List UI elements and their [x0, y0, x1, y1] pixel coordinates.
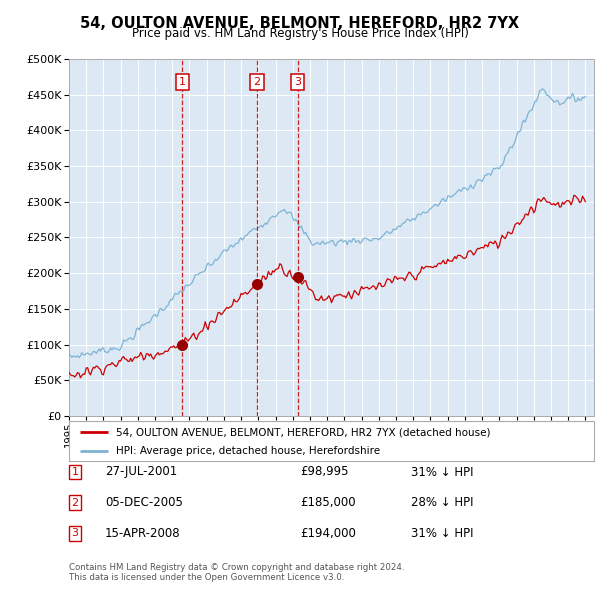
Text: 31% ↓ HPI: 31% ↓ HPI: [411, 527, 473, 540]
Text: 15-APR-2008: 15-APR-2008: [105, 527, 181, 540]
Text: 1: 1: [71, 467, 79, 477]
Text: 2: 2: [253, 77, 260, 87]
Text: 31% ↓ HPI: 31% ↓ HPI: [411, 466, 473, 478]
Text: £194,000: £194,000: [300, 527, 356, 540]
Text: 28% ↓ HPI: 28% ↓ HPI: [411, 496, 473, 509]
Text: £98,995: £98,995: [300, 466, 349, 478]
Text: Price paid vs. HM Land Registry's House Price Index (HPI): Price paid vs. HM Land Registry's House …: [131, 27, 469, 40]
Text: 54, OULTON AVENUE, BELMONT, HEREFORD, HR2 7YX: 54, OULTON AVENUE, BELMONT, HEREFORD, HR…: [80, 16, 520, 31]
Text: This data is licensed under the Open Government Licence v3.0.: This data is licensed under the Open Gov…: [69, 573, 344, 582]
Text: 3: 3: [71, 529, 79, 538]
Text: 2: 2: [71, 498, 79, 507]
Text: £185,000: £185,000: [300, 496, 356, 509]
Text: Contains HM Land Registry data © Crown copyright and database right 2024.: Contains HM Land Registry data © Crown c…: [69, 563, 404, 572]
Text: 05-DEC-2005: 05-DEC-2005: [105, 496, 183, 509]
Text: 54, OULTON AVENUE, BELMONT, HEREFORD, HR2 7YX (detached house): 54, OULTON AVENUE, BELMONT, HEREFORD, HR…: [116, 427, 491, 437]
Text: 3: 3: [294, 77, 301, 87]
Text: 1: 1: [179, 77, 186, 87]
Text: 27-JUL-2001: 27-JUL-2001: [105, 466, 177, 478]
Text: HPI: Average price, detached house, Herefordshire: HPI: Average price, detached house, Here…: [116, 445, 380, 455]
